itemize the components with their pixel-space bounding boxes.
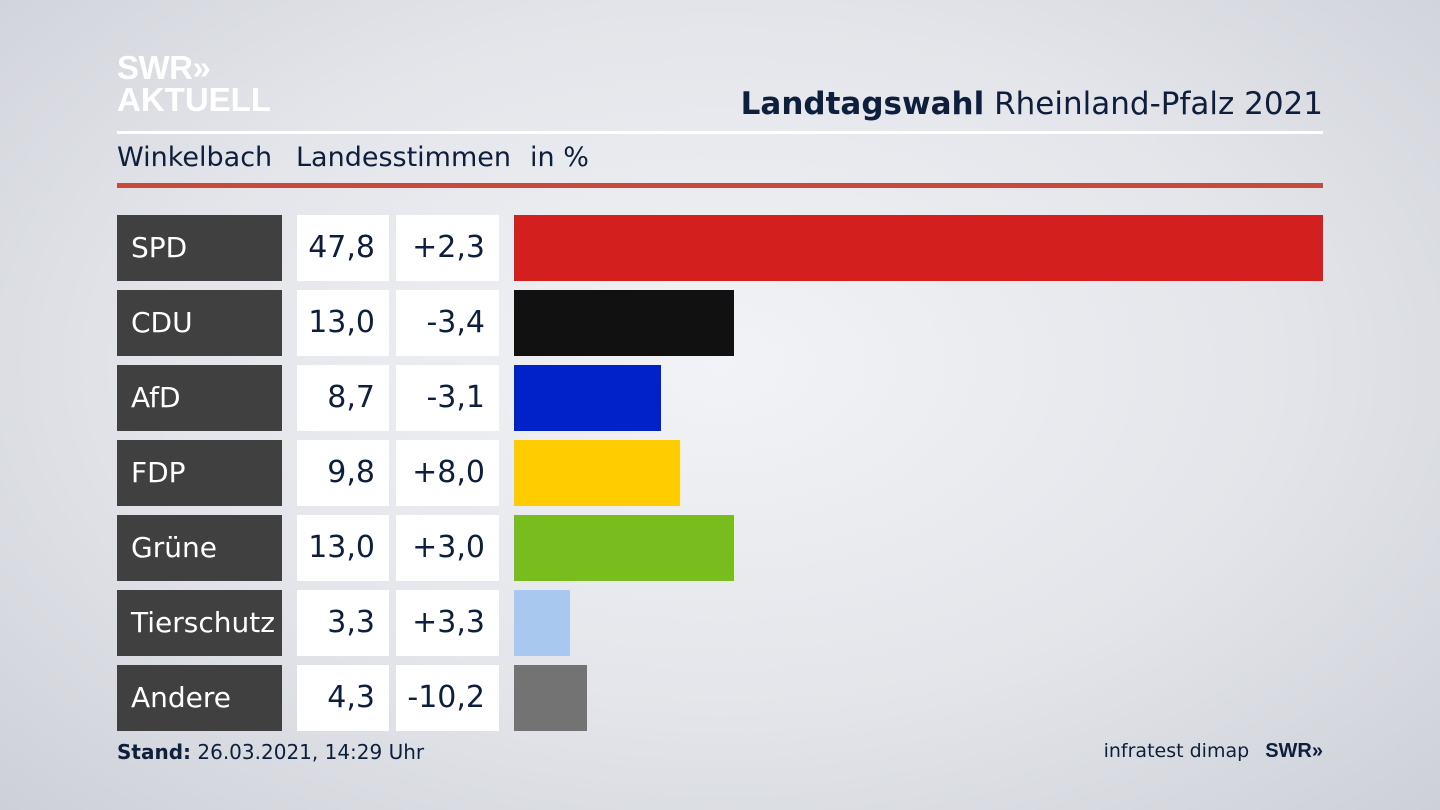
diff-label: -10,2 [396, 665, 499, 731]
page-title: Landtagswahl Rheinland-Pfalz 2021 [741, 86, 1323, 122]
bar-tierschutz [514, 590, 570, 656]
value-label: 3,3 [297, 590, 389, 656]
subtitle-place: Winkelbach [117, 142, 273, 173]
diff-label: +8,0 [396, 440, 499, 506]
swr-aktuell-logo: SWR» AKTUELL [117, 49, 271, 118]
bar-cdu [514, 290, 734, 356]
value-label: 8,7 [297, 365, 389, 431]
source-credit: infratest dimap SWR» [1104, 740, 1323, 763]
chart-row-tierschutz: Tierschutz 3,3 +3,3 [117, 590, 1323, 656]
party-label: SPD [117, 215, 282, 281]
value-label: 13,0 [297, 515, 389, 581]
logo-line-2: AKTUELL [117, 81, 271, 118]
bar-andere [514, 665, 587, 731]
subtitle-measure: Landesstimmen [296, 142, 511, 173]
party-label: AfD [117, 365, 282, 431]
chart-row-grüne: Grüne 13,0 +3,0 [117, 515, 1323, 581]
stand-value: 26.03.2021, 14:29 Uhr [197, 740, 425, 764]
diff-label: -3,4 [396, 290, 499, 356]
value-label: 9,8 [297, 440, 389, 506]
source-text: infratest dimap [1103, 740, 1250, 762]
diff-label: +3,3 [396, 590, 499, 656]
chart-row-cdu: CDU 13,0 -3,4 [117, 290, 1323, 356]
header-divider [117, 131, 1323, 134]
stand-label: Stand: [117, 740, 192, 764]
accent-divider [117, 183, 1323, 188]
value-label: 47,8 [297, 215, 389, 281]
value-label: 13,0 [297, 290, 389, 356]
diff-label: +3,0 [396, 515, 499, 581]
chart-row-andere: Andere 4,3 -10,2 [117, 665, 1323, 731]
title-rest: Rheinland-Pfalz 2021 [994, 86, 1323, 122]
party-label: Tierschutz [117, 590, 282, 656]
bar-fdp [514, 440, 680, 506]
timestamp: Stand: 26.03.2021, 14:29 Uhr [117, 740, 424, 764]
party-label: Grüne [117, 515, 282, 581]
swr-footer-logo: SWR» [1265, 740, 1323, 762]
chart-row-spd: SPD 47,8 +2,3 [117, 215, 1323, 281]
party-label: CDU [117, 290, 282, 356]
chart-row-afd: AfD 8,7 -3,1 [117, 365, 1323, 431]
logo-line-1: SWR» [117, 49, 211, 86]
chart-row-fdp: FDP 9,8 +8,0 [117, 440, 1323, 506]
bar-spd [514, 215, 1323, 281]
bar-grüne [514, 515, 734, 581]
title-bold: Landtagswahl [740, 86, 985, 122]
value-label: 4,3 [297, 665, 389, 731]
subtitle-unit: in % [530, 142, 589, 173]
diff-label: -3,1 [396, 365, 499, 431]
party-label: FDP [117, 440, 282, 506]
bar-afd [514, 365, 661, 431]
party-label: Andere [117, 665, 282, 731]
diff-label: +2,3 [396, 215, 499, 281]
